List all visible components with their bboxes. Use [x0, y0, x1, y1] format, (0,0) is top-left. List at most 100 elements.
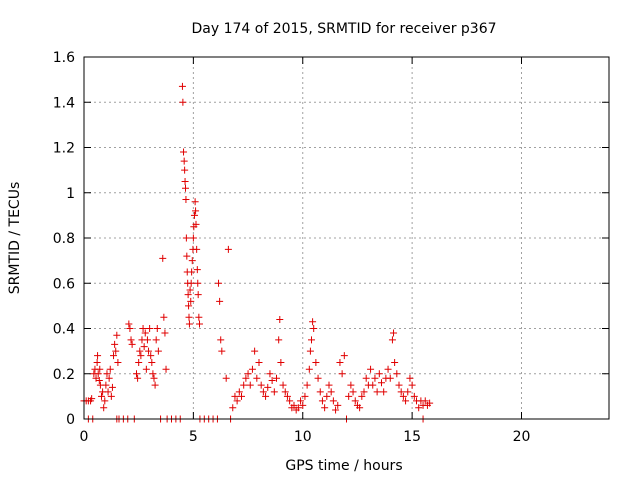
data-point [88, 395, 96, 403]
data-point [93, 358, 101, 366]
data-point [231, 392, 239, 400]
data-point [126, 325, 134, 332]
data-point [139, 325, 147, 332]
data-point [216, 297, 224, 305]
y-tick-label: 0.2 [53, 367, 75, 383]
data-point [279, 381, 287, 389]
data-point [185, 320, 193, 328]
x-tick-label: 20 [513, 429, 531, 445]
data-point [268, 377, 276, 385]
data-point [148, 358, 156, 366]
data-point [356, 404, 364, 412]
data-point [340, 352, 348, 360]
data-point [338, 370, 346, 378]
data-point [229, 404, 237, 412]
data-point [193, 245, 201, 253]
data-point [281, 388, 289, 396]
chart-title: Day 174 of 2015, SRMTID for receiver p36… [191, 21, 496, 37]
data-points [80, 82, 434, 423]
data-point [188, 257, 196, 265]
data-point [399, 392, 407, 400]
y-tick-label: 1 [66, 186, 75, 202]
data-point [380, 388, 388, 396]
data-point [190, 211, 198, 219]
data-point [103, 370, 111, 378]
data-point [373, 388, 381, 396]
data-point [410, 392, 418, 400]
data-point [351, 397, 359, 405]
data-point [369, 381, 377, 389]
data-point [310, 325, 318, 332]
data-point [107, 392, 115, 400]
data-point [114, 358, 122, 366]
data-point [294, 404, 302, 412]
data-point [95, 377, 103, 385]
data-point [196, 320, 203, 328]
x-tick-label: 0 [80, 429, 89, 445]
data-point [146, 325, 154, 332]
data-point [283, 392, 291, 400]
data-point [134, 374, 142, 382]
x-tick-label: 5 [189, 429, 198, 445]
data-point [426, 399, 434, 407]
data-point [406, 374, 414, 382]
data-point [191, 198, 199, 206]
data-point [94, 352, 102, 360]
data-point [105, 374, 113, 382]
data-point [137, 352, 145, 360]
data-point [194, 279, 202, 287]
data-point [181, 166, 189, 174]
data-point [332, 406, 340, 414]
data-point [147, 352, 155, 360]
data-point [257, 381, 265, 389]
data-point [360, 388, 368, 396]
data-point [152, 336, 160, 344]
data-point [395, 381, 403, 389]
data-point [108, 383, 116, 391]
data-point [233, 397, 241, 405]
axis-ticks: 0 0.2 0.4 0.6 0.8 1 1.2 1.4 1.6 0 5 10 15 20 [53, 50, 609, 445]
data-point [251, 347, 259, 355]
data-point [96, 365, 104, 373]
plot-frame [83, 56, 610, 420]
data-point [421, 397, 429, 405]
data-point [375, 370, 383, 378]
data-point [160, 313, 168, 321]
data-point [154, 347, 162, 355]
x-tick-label: 15 [403, 429, 421, 445]
data-point [224, 245, 232, 253]
data-point [102, 381, 110, 389]
data-point [217, 336, 225, 344]
data-point [266, 370, 274, 378]
data-point [194, 291, 202, 299]
data-point [309, 318, 317, 326]
x-axis-label: GPS time / hours [285, 458, 402, 474]
data-point [183, 252, 191, 260]
data-point [393, 370, 401, 378]
y-tick-label: 0.4 [53, 322, 75, 338]
data-point [378, 379, 385, 387]
data-point [297, 397, 305, 405]
data-point [246, 381, 254, 389]
data-point [277, 358, 285, 366]
data-point [397, 388, 405, 396]
data-point [192, 220, 200, 228]
data-point [384, 365, 392, 373]
data-point [325, 381, 333, 389]
data-point [143, 336, 151, 344]
data-point [276, 315, 284, 323]
data-point [185, 313, 193, 321]
y-tick-label: 0 [66, 412, 75, 428]
data-point [248, 365, 256, 373]
x-tick-label: 10 [294, 429, 312, 445]
data-point [112, 347, 120, 355]
data-point [242, 374, 250, 382]
data-point [180, 148, 188, 156]
data-point [390, 329, 398, 337]
data-point [182, 234, 190, 242]
data-point [178, 82, 186, 90]
data-point [142, 365, 150, 373]
data-point [106, 365, 114, 373]
data-point [128, 340, 136, 348]
data-point [308, 336, 315, 344]
